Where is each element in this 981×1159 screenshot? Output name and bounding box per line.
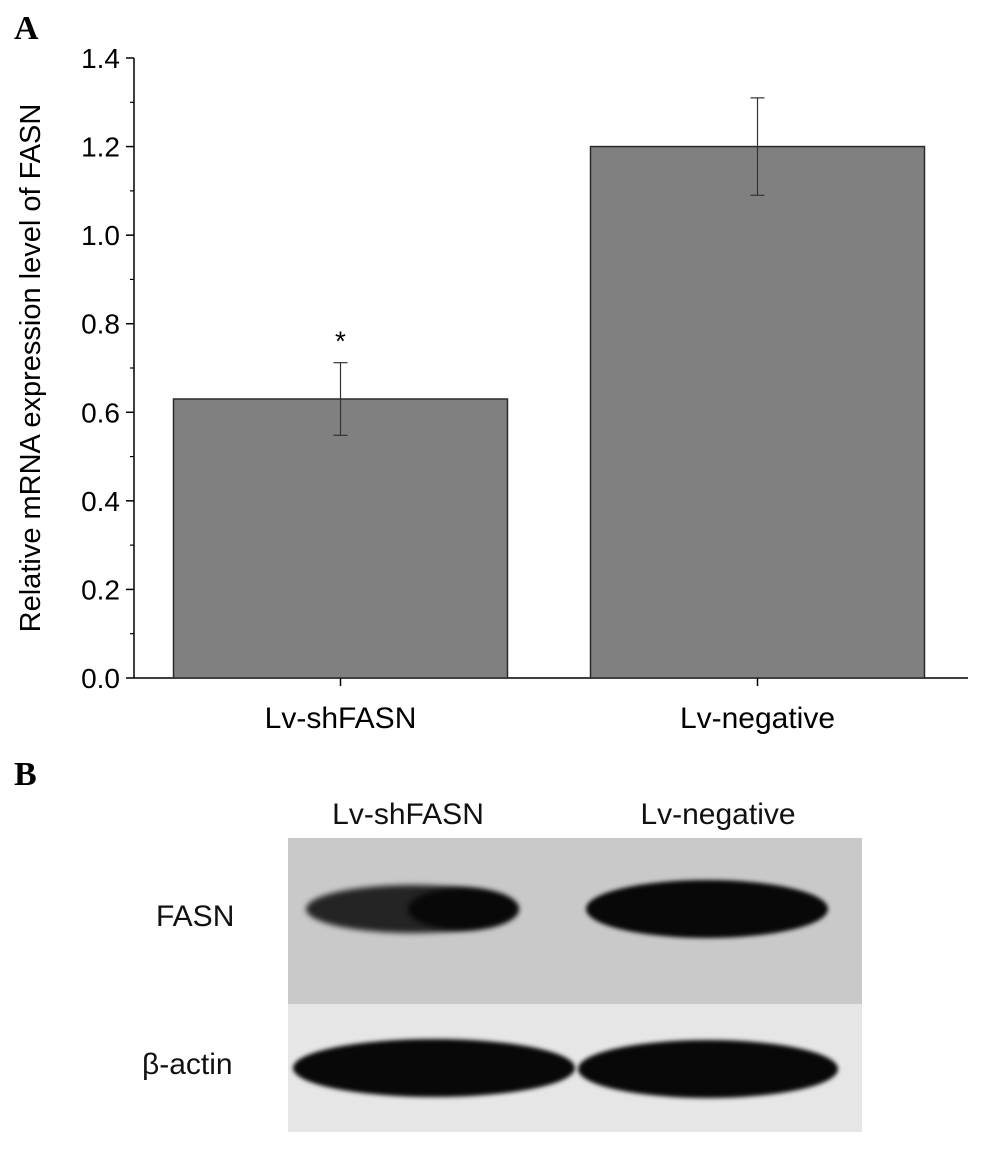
- y-tick-label: 0.8: [81, 309, 120, 340]
- fasn-blot-image: [288, 838, 862, 1006]
- actin-band-negative: [578, 1040, 838, 1098]
- actin-blot-image: [288, 1004, 862, 1132]
- bar-1: [589, 145, 926, 679]
- y-tick-label: 0.2: [81, 574, 120, 605]
- panel-a-label: A: [14, 10, 39, 47]
- fasn-band-negative: [586, 880, 828, 938]
- panel-b-label: B: [14, 756, 37, 793]
- x-category-label: Lv-negative: [680, 702, 835, 735]
- blot-column-label-negative: Lv-negative: [640, 798, 796, 831]
- x-category-label: Lv-shFASN: [265, 702, 417, 735]
- y-tick-label: 1.4: [81, 43, 120, 74]
- actin-band-shfasn: [293, 1039, 575, 1097]
- blot-column-label-shfasn: Lv-shFASN: [332, 798, 484, 831]
- bar-chart: 0.0 0.2 0.4 0.6 0.8 1.0 1.2 1.4 Relative mRNA ex…: [15, 43, 968, 735]
- y-axis-label: Relative mRNA expression level of FASN: [15, 104, 47, 633]
- y-tick-label: 0.6: [81, 397, 120, 428]
- y-tick-label: 0.0: [81, 663, 120, 694]
- fasn-band-shfasn-dense: [408, 888, 518, 930]
- blot-row-label-fasn: FASN: [156, 900, 235, 933]
- y-tick-label: 1.0: [81, 220, 120, 251]
- significance-marker: *: [335, 326, 346, 357]
- blot-row-label-actin: β-actin: [142, 1048, 233, 1081]
- bar-0: [172, 398, 509, 679]
- y-tick-label: 1.2: [81, 132, 120, 163]
- y-tick-label: 0.4: [81, 486, 120, 517]
